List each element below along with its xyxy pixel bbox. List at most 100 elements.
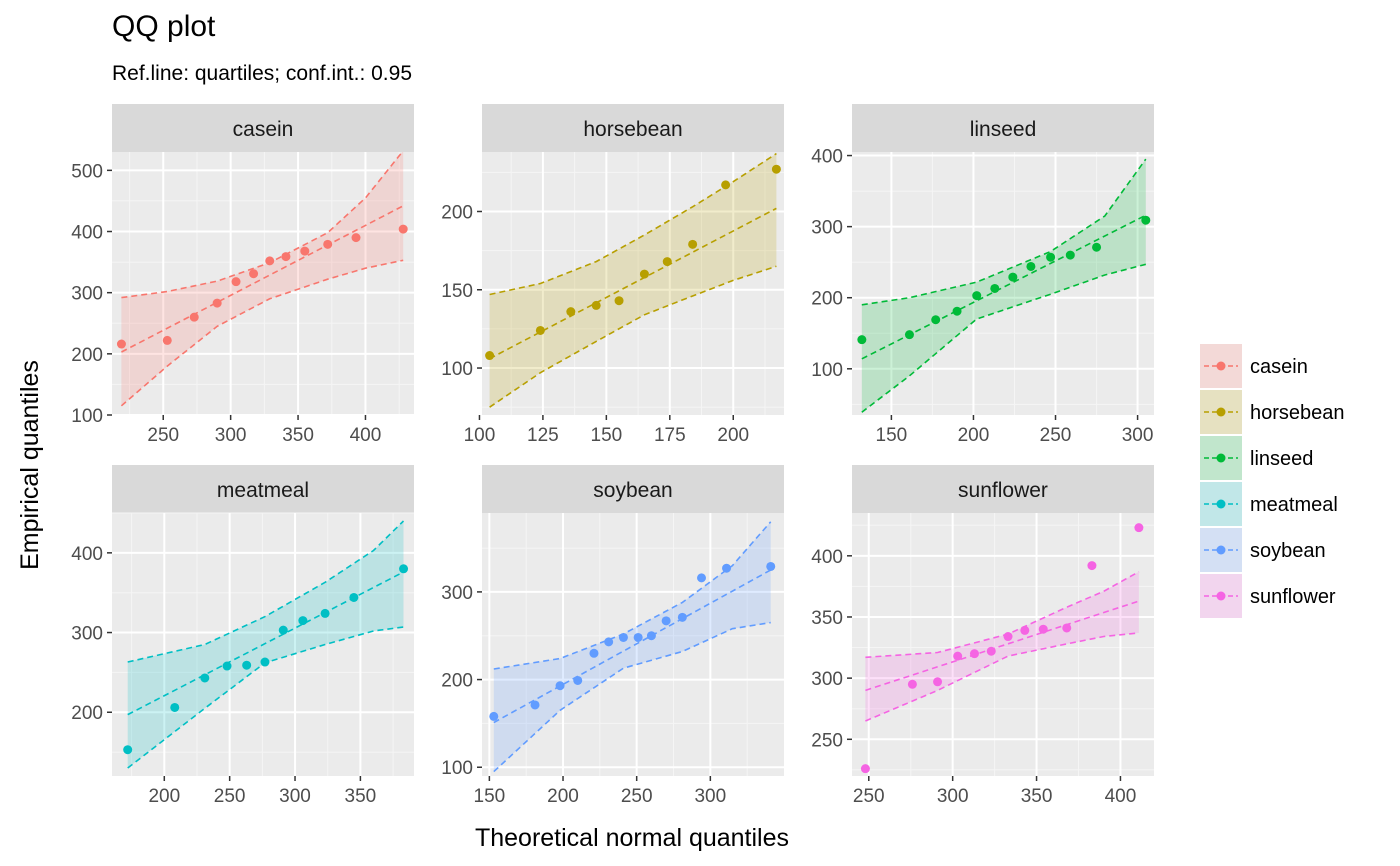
panel-content <box>485 152 781 408</box>
y-tick-label: 350 <box>811 608 843 629</box>
data-point <box>323 239 333 249</box>
data-point <box>857 335 867 345</box>
data-point <box>249 269 259 279</box>
data-point <box>1065 250 1075 260</box>
y-tick-label: 300 <box>441 583 473 604</box>
panel-content <box>857 158 1151 413</box>
y-tick-label: 250 <box>811 730 843 751</box>
band-upper-line <box>489 152 777 296</box>
facet-strip <box>482 465 784 513</box>
x-tick-label: 150 <box>876 425 908 446</box>
gridlines <box>852 513 1154 776</box>
y-tick-label: 100 <box>811 360 843 381</box>
data-point <box>349 592 359 602</box>
y-tick-label: 200 <box>71 703 103 724</box>
panel-casein: casein 250 300 350 400 100 200 300 400 500 <box>71 104 414 446</box>
legend-item-linseed: linseed <box>1200 436 1313 480</box>
facet-strip <box>112 465 414 513</box>
legend-label: meatmeal <box>1250 494 1338 516</box>
x-tick-label: 200 <box>148 786 180 807</box>
data-point <box>990 283 1000 293</box>
data-point <box>189 312 199 322</box>
y-tick-label: 500 <box>71 161 103 182</box>
band-lower-line <box>861 263 1147 413</box>
data-point <box>614 296 624 306</box>
panel-background <box>852 152 1154 415</box>
data-point <box>535 325 545 335</box>
data-point <box>721 180 731 190</box>
x-tick-label: 200 <box>958 425 990 446</box>
legend-key-point <box>1216 453 1226 463</box>
data-point <box>489 711 499 721</box>
data-point <box>566 307 576 317</box>
facet-strip <box>112 104 414 152</box>
panel-content <box>116 152 408 407</box>
facet-label: linseed <box>970 118 1037 141</box>
gridlines <box>112 152 414 416</box>
gridlines <box>852 152 1154 415</box>
x-tick-label: 250 <box>621 786 653 807</box>
legend-label: horsebean <box>1250 402 1345 424</box>
panel-background <box>852 513 1154 776</box>
panel-content <box>860 523 1144 774</box>
data-point <box>1046 252 1056 262</box>
data-point <box>1141 215 1151 225</box>
facet-strip <box>482 104 784 152</box>
x-tick-label: 250 <box>1040 425 1072 446</box>
data-point <box>1008 272 1018 282</box>
reference-line <box>121 205 404 353</box>
data-point <box>972 291 982 301</box>
confidence-band <box>493 521 771 772</box>
x-tick-label: 400 <box>1105 786 1137 807</box>
y-tick-label: 300 <box>811 218 843 239</box>
y-tick-label: 200 <box>811 289 843 310</box>
legend-item-meatmeal: meatmeal <box>1200 482 1338 526</box>
data-point <box>722 563 732 573</box>
data-point <box>661 616 671 626</box>
x-tick-label: 300 <box>694 786 726 807</box>
data-point <box>677 612 687 622</box>
data-point <box>604 637 614 647</box>
facet-panels: casein 250 300 350 400 100 200 300 400 500 horsebe… <box>71 104 1154 807</box>
data-point <box>633 632 643 642</box>
data-point <box>904 330 914 340</box>
band-upper-line <box>865 571 1140 659</box>
data-point <box>766 561 776 571</box>
data-point <box>589 648 599 658</box>
reference-line <box>493 569 772 724</box>
data-point <box>931 315 941 325</box>
y-tick-label: 150 <box>441 281 473 302</box>
panel-horsebean: horsebean 100 125 150 175 200 100 150 200 <box>441 104 784 446</box>
data-point <box>222 661 232 671</box>
x-tick-label: 150 <box>591 425 623 446</box>
y-tick-label: 200 <box>441 671 473 692</box>
y-tick-label: 100 <box>71 406 103 427</box>
data-point <box>260 657 270 667</box>
panel-soybean: soybean 150 200 250 300 100 200 300 <box>441 465 784 807</box>
x-tick-label: 400 <box>350 425 382 446</box>
x-tick-label: 300 <box>215 425 247 446</box>
panel-linseed: linseed 150 200 250 300 100 200 300 400 <box>811 104 1154 446</box>
band-lower-line <box>493 621 771 773</box>
x-tick-label: 350 <box>1021 786 1053 807</box>
legend: casein horsebean linseed meatmeal soybean sun… <box>1200 344 1345 618</box>
y-tick-label: 400 <box>71 223 103 244</box>
confidence-band <box>121 152 404 406</box>
x-tick-label: 300 <box>279 786 311 807</box>
chart-subtitle: Ref.line: quartiles; conf.int.: 0.95 <box>112 62 412 85</box>
x-tick-label: 200 <box>717 425 749 446</box>
panel-content <box>489 521 776 773</box>
data-point <box>278 625 288 635</box>
data-point <box>688 239 698 249</box>
facet-strip <box>852 104 1154 152</box>
facet-label: meatmeal <box>217 479 309 502</box>
confidence-band <box>861 159 1146 413</box>
data-point <box>320 608 330 618</box>
x-tick-label: 200 <box>547 786 579 807</box>
y-tick-label: 400 <box>811 147 843 168</box>
legend-key-point <box>1216 499 1226 509</box>
data-point <box>639 269 649 279</box>
x-tick-label: 300 <box>937 786 969 807</box>
x-axis-label: Theoretical normal quantiles <box>475 824 789 852</box>
gridlines <box>112 512 414 776</box>
